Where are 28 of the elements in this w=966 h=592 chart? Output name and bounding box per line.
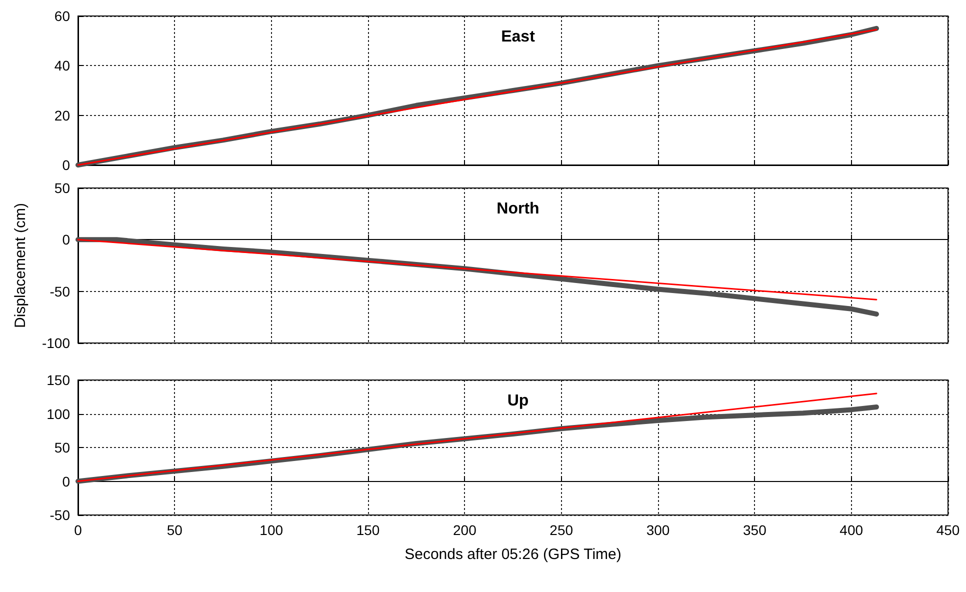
y-tick-label: 50 bbox=[54, 440, 70, 456]
text: Up bbox=[507, 392, 529, 410]
text: North bbox=[496, 200, 540, 218]
y-tick-label: 20 bbox=[54, 107, 70, 124]
y-tick-label: 0 bbox=[62, 232, 70, 248]
x-tick-label: 200 bbox=[452, 522, 477, 538]
x-tick-label: 300 bbox=[646, 522, 670, 538]
y-tick-label: 40 bbox=[54, 58, 70, 74]
y-tick-label: 100 bbox=[46, 406, 70, 422]
y-tick-label: 50 bbox=[54, 180, 70, 196]
x-tick-label: 100 bbox=[260, 522, 284, 538]
x-tick-label: 0 bbox=[74, 522, 82, 538]
y-tick-label: 0 bbox=[62, 473, 70, 490]
y-tick-label: -100 bbox=[42, 335, 70, 351]
y-tick-label: -50 bbox=[50, 283, 70, 300]
x-tick-label: 350 bbox=[742, 522, 767, 538]
x-tick-label: 450 bbox=[936, 522, 960, 538]
text: East bbox=[501, 28, 536, 46]
y-tick-label: 0 bbox=[62, 157, 70, 173]
x-tick-label: 400 bbox=[840, 522, 864, 538]
y-axis-title: Displacement (cm) bbox=[12, 202, 29, 328]
y-tick-label: -50 bbox=[50, 507, 70, 523]
x-tick-label: 150 bbox=[356, 522, 380, 538]
x-axis-title: Seconds after 05:26 (GPS Time) bbox=[404, 546, 622, 563]
y-tick-label: 60 bbox=[54, 8, 70, 24]
x-tick-label: 50 bbox=[166, 522, 183, 538]
y-tick-label: 150 bbox=[46, 372, 70, 388]
x-tick-label: 250 bbox=[550, 522, 574, 538]
